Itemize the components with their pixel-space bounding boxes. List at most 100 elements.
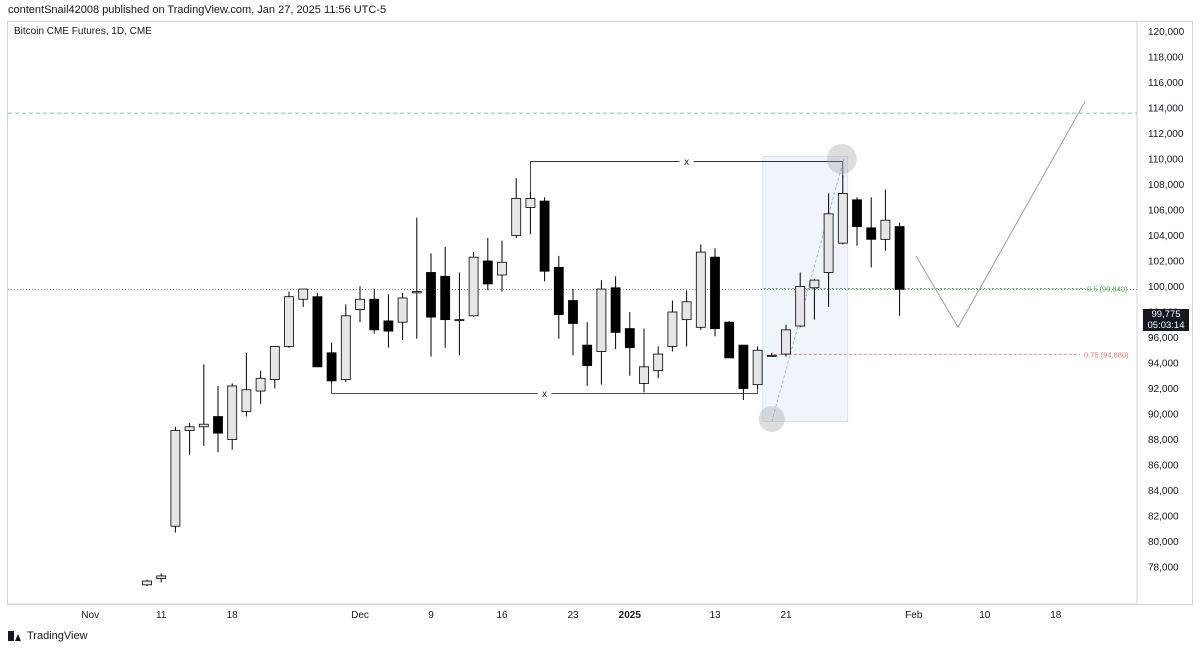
candle-body xyxy=(894,226,905,290)
y-tick-label: 82,000 xyxy=(1148,512,1179,523)
candle-body xyxy=(610,287,621,333)
y-tick-label: 92,000 xyxy=(1148,384,1179,395)
candle-body xyxy=(766,354,777,357)
tradingview-logo-icon xyxy=(8,631,22,641)
last-price-tag: 99,775 05:03:14 xyxy=(1143,309,1189,331)
range-top-label: x xyxy=(684,157,689,168)
y-tick-label: 100,000 xyxy=(1148,282,1185,293)
candle-body xyxy=(511,198,522,236)
candle-body xyxy=(795,286,806,327)
candle-body xyxy=(539,200,550,272)
x-tick-label: Dec xyxy=(351,610,369,621)
y-tick-label: 116,000 xyxy=(1148,78,1184,89)
fib-trend-line xyxy=(771,158,845,422)
candle-body xyxy=(497,261,507,276)
candle-body xyxy=(837,193,848,244)
candle-body xyxy=(553,266,564,315)
candle-body xyxy=(525,198,536,208)
candle-body xyxy=(284,296,294,347)
candle-body xyxy=(255,377,266,392)
candle-body xyxy=(184,426,195,431)
y-tick-label: 90,000 xyxy=(1148,410,1179,421)
candle-body xyxy=(781,329,791,355)
symbol-label: Bitcoin CME Futures, 1D, CME xyxy=(14,26,152,37)
y-tick-label: 112,000 xyxy=(1148,129,1184,140)
range-bottom-label: x xyxy=(542,389,547,400)
candle-body xyxy=(667,311,678,347)
y-tick-label: 102,000 xyxy=(1148,257,1185,268)
projection-path xyxy=(915,101,1086,329)
fib-50-label: 0.5 (99,840) xyxy=(1087,285,1128,294)
candle-body xyxy=(269,346,280,380)
x-tick-label: Feb xyxy=(905,610,923,621)
highlight-range-box xyxy=(762,156,849,422)
candle-body xyxy=(823,213,834,273)
candle-body xyxy=(227,385,238,440)
candle-body xyxy=(582,344,593,366)
candle-body xyxy=(468,256,479,317)
candle-body xyxy=(312,296,323,368)
candle-body xyxy=(213,416,223,434)
candle-body xyxy=(241,389,252,412)
candle-body xyxy=(752,349,763,386)
range-top-label-bg xyxy=(679,154,694,169)
fib-75-label: 0.75 (94,680) xyxy=(1084,350,1129,359)
x-tick-label: Nov xyxy=(81,610,99,621)
y-tick-label: 108,000 xyxy=(1148,180,1185,191)
candle-body xyxy=(724,321,735,359)
y-tick-label: 94,000 xyxy=(1148,359,1179,370)
x-tick-label: 18 xyxy=(1050,610,1062,621)
x-tick-label: 9 xyxy=(428,610,434,621)
x-tick-label: 13 xyxy=(709,610,721,621)
y-tick-label: 114,000 xyxy=(1148,104,1184,115)
candle-body xyxy=(340,315,351,380)
candle-body xyxy=(156,575,167,579)
candle-body xyxy=(326,352,337,382)
candle-body xyxy=(710,256,720,329)
bar-countdown: 05:03:14 xyxy=(1147,320,1185,331)
candle-body xyxy=(411,291,422,294)
y-tick-label: 120,000 xyxy=(1148,27,1185,38)
x-tick-label: 2025 xyxy=(619,610,642,621)
candle-body xyxy=(383,320,394,332)
candle-body xyxy=(355,298,365,310)
swing-high-marker xyxy=(826,144,857,174)
candle-body xyxy=(624,328,635,349)
candle-body xyxy=(142,580,152,586)
candle-body xyxy=(426,272,436,318)
y-tick-label: 110,000 xyxy=(1148,155,1184,166)
candle-body xyxy=(568,300,578,324)
candle-body xyxy=(198,423,209,428)
y-tick-label: 118,000 xyxy=(1148,53,1184,64)
candle-body xyxy=(653,353,664,372)
y-tick-label: 84,000 xyxy=(1148,486,1179,497)
x-tick-label: 23 xyxy=(567,610,579,621)
range-bottom-label-bg xyxy=(537,386,552,401)
x-tick-label: 21 xyxy=(780,610,792,621)
candle-body xyxy=(170,430,181,527)
publisher-line: contentSnail42008 published on TradingVi… xyxy=(8,4,387,16)
candle-body xyxy=(639,366,649,384)
y-tick-label: 78,000 xyxy=(1148,563,1179,574)
candle-body xyxy=(852,199,862,227)
candle-body xyxy=(681,301,692,321)
candle-body xyxy=(369,298,380,331)
y-tick-label: 88,000 xyxy=(1148,435,1179,446)
x-tick-label: 16 xyxy=(496,610,508,621)
candle-body xyxy=(454,319,465,322)
candle-body xyxy=(880,219,891,240)
candle-body xyxy=(866,227,877,240)
candle-body xyxy=(440,275,451,321)
footer-brand-text: TradingView xyxy=(27,630,88,642)
candle-body xyxy=(695,251,706,328)
footer-brand[interactable]: TradingView xyxy=(8,630,88,642)
x-tick-label: 10 xyxy=(979,610,991,621)
candle-body xyxy=(482,260,493,285)
y-tick-label: 96,000 xyxy=(1148,333,1179,344)
swing-low-marker xyxy=(758,406,785,433)
y-tick-label: 80,000 xyxy=(1148,537,1179,548)
y-tick-label: 106,000 xyxy=(1148,206,1185,217)
y-tick-label: 86,000 xyxy=(1148,461,1179,472)
y-tick-label: 104,000 xyxy=(1148,231,1185,242)
